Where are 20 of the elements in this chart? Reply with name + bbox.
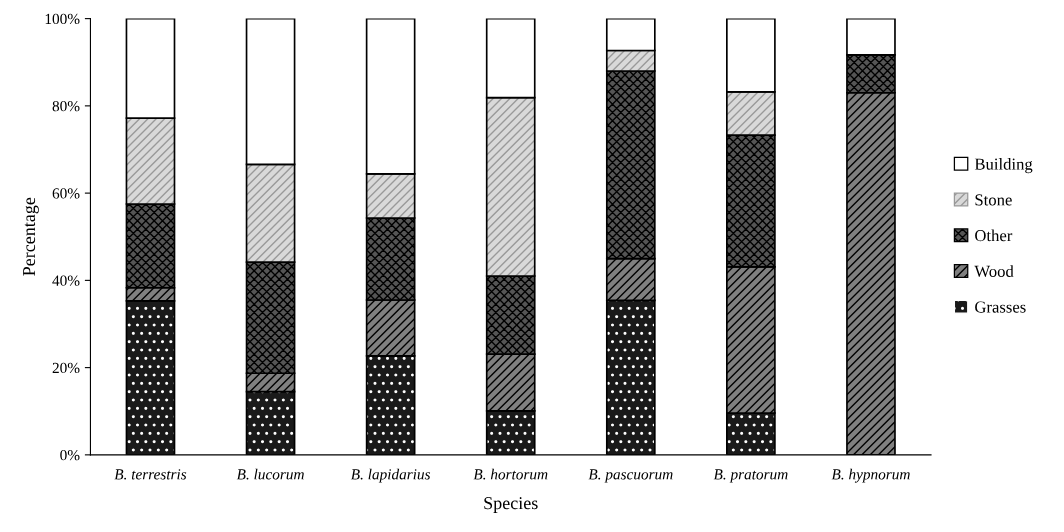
x-tick-label: B. hypnorum — [831, 468, 910, 483]
y-tick-label: 0% — [60, 450, 80, 461]
x-tick-label: B. lapidarius — [350, 468, 431, 483]
x-tick-label: B. pratorum — [713, 469, 788, 483]
x-axis-title: Species — [484, 497, 538, 513]
y-tick-label: 20% — [52, 362, 80, 374]
y-axis-title: Percentage — [23, 197, 39, 276]
x-tick-label: B. lucorum — [236, 468, 304, 480]
legend-label: Grasses — [975, 301, 1026, 313]
y-tick-label: 100% — [45, 13, 80, 25]
legend-label: Building — [974, 158, 1033, 174]
legend-label: Stone — [975, 194, 1012, 206]
x-tick-label: B. hortorum — [473, 468, 548, 480]
x-tick-label: B. terrestris — [114, 469, 187, 480]
legend-label: Other — [975, 229, 1013, 242]
y-tick-label: 80% — [52, 101, 80, 112]
y-tick-label: 40% — [52, 275, 80, 286]
legend-label: Wood — [974, 265, 1014, 278]
x-tick-label: B. pascuorum — [588, 469, 673, 483]
y-tick-label: 60% — [52, 188, 80, 199]
